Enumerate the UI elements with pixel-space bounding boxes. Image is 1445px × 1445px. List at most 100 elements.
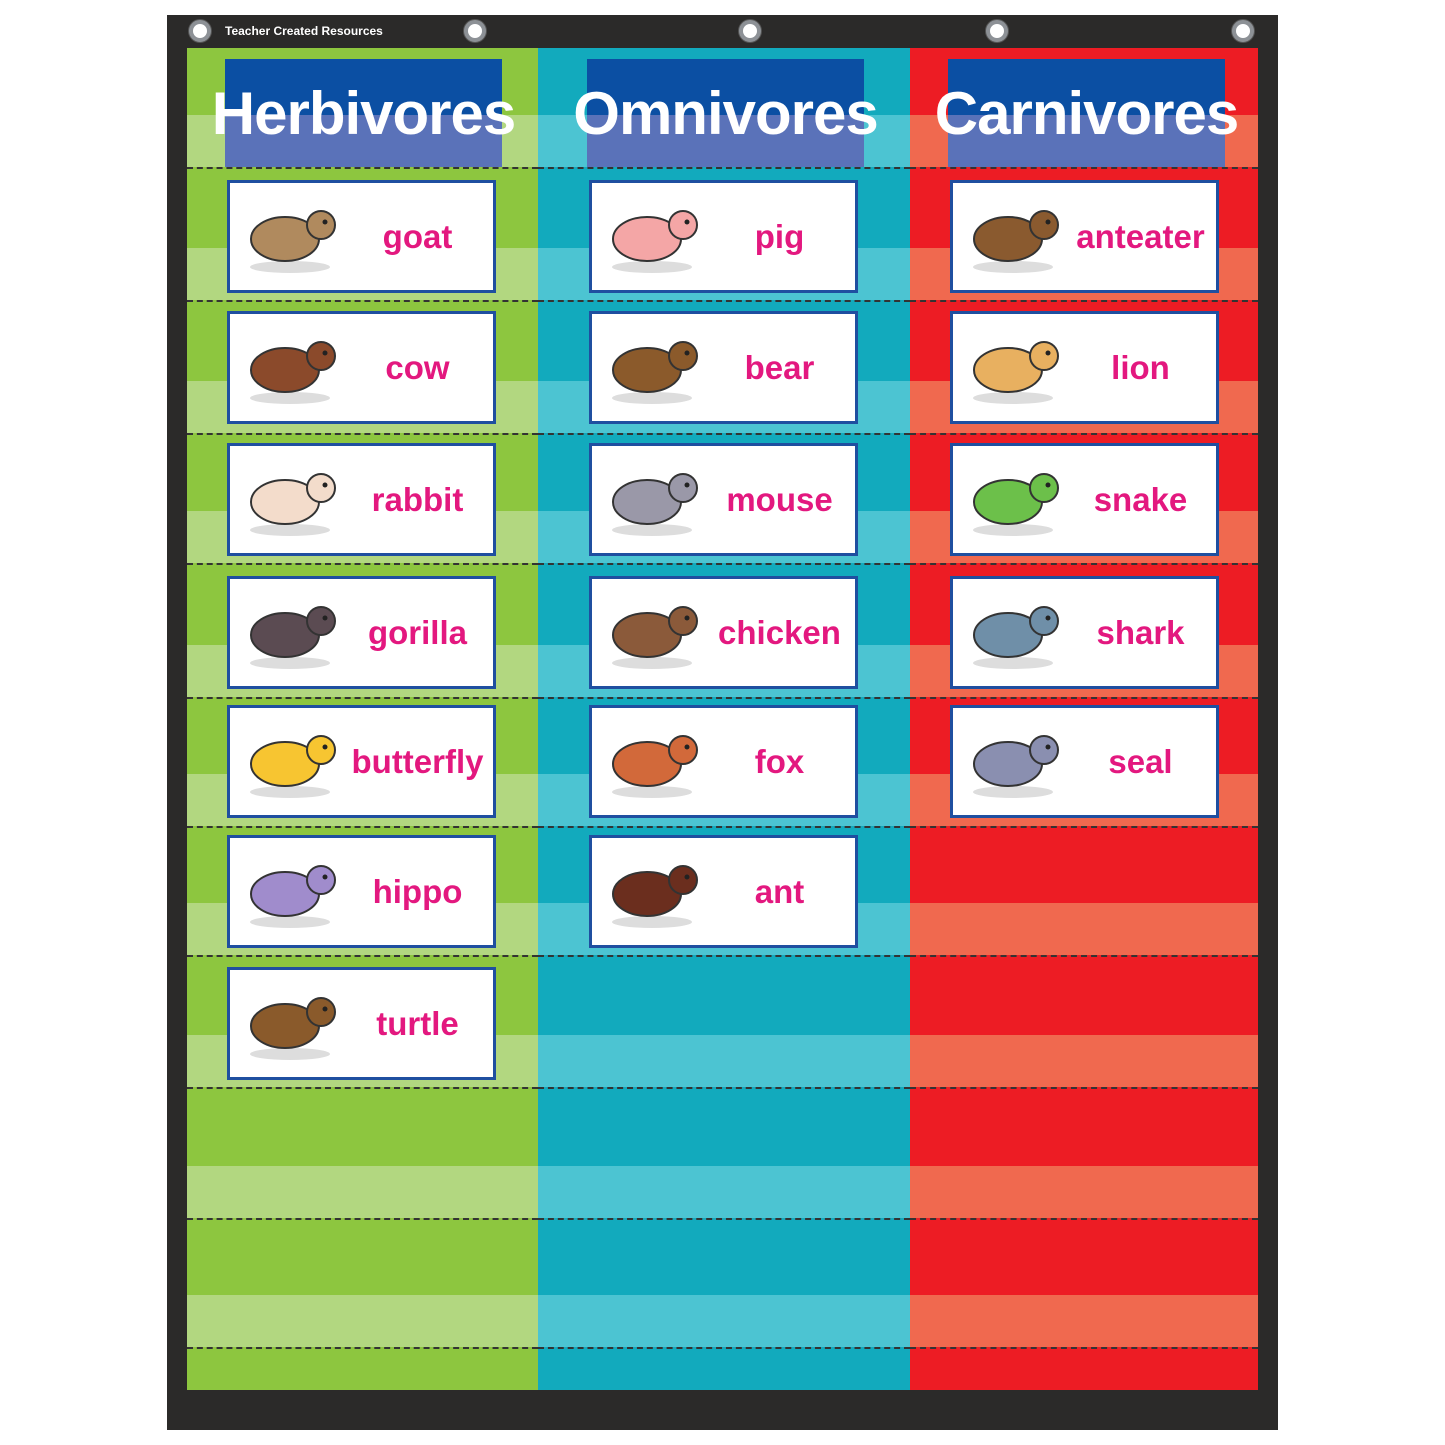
goat-icon bbox=[230, 192, 350, 282]
word-card-pig[interactable]: pig bbox=[589, 180, 858, 293]
pocket-seam bbox=[187, 826, 538, 828]
word-card-mouse[interactable]: mouse bbox=[589, 443, 858, 556]
word-card-ant[interactable]: ant bbox=[589, 835, 858, 948]
pocket-seam bbox=[910, 167, 1258, 169]
grommet bbox=[189, 20, 211, 42]
pocket-seam bbox=[910, 563, 1258, 565]
pocket-band bbox=[910, 1035, 1258, 1087]
grommet bbox=[464, 20, 486, 42]
card-word: gorilla bbox=[367, 613, 468, 651]
pocket-band bbox=[187, 1166, 538, 1218]
chicken-icon bbox=[592, 588, 712, 678]
card-word: turtle bbox=[376, 1004, 459, 1042]
pocket-seam bbox=[187, 1218, 538, 1220]
pocket-seam bbox=[910, 826, 1258, 828]
pocket-seam bbox=[538, 1218, 910, 1220]
pocket-seam bbox=[538, 433, 910, 435]
word-card-lion[interactable]: lion bbox=[950, 311, 1219, 424]
word-card-goat[interactable]: goat bbox=[227, 180, 496, 293]
word-card-butterfly[interactable]: butterfly bbox=[227, 705, 496, 818]
word-card-rabbit[interactable]: rabbit bbox=[227, 443, 496, 556]
word-card-chicken[interactable]: chicken bbox=[589, 576, 858, 689]
pocket-seam bbox=[910, 300, 1258, 302]
card-word: ant bbox=[754, 872, 805, 910]
card-word: chicken bbox=[718, 613, 841, 651]
pocket-seam bbox=[910, 955, 1258, 957]
pocket-seam bbox=[187, 1347, 538, 1349]
pocket-band bbox=[538, 1166, 910, 1218]
card-word: pig bbox=[754, 217, 805, 255]
pocket-seam bbox=[538, 300, 910, 302]
pocket-band bbox=[910, 1166, 1258, 1218]
word-card-cow[interactable]: cow bbox=[227, 311, 496, 424]
card-word: bear bbox=[744, 348, 815, 386]
grommet bbox=[1232, 20, 1254, 42]
pocket-seam bbox=[910, 1218, 1258, 1220]
pocket-seam bbox=[538, 826, 910, 828]
grommet bbox=[986, 20, 1008, 42]
word-card-turtle[interactable]: turtle bbox=[227, 967, 496, 1080]
pocket-seam bbox=[910, 433, 1258, 435]
pocket-band bbox=[187, 1295, 538, 1347]
card-word: fox bbox=[754, 742, 805, 780]
header-card-herbivores[interactable]: Herbivores bbox=[212, 59, 516, 167]
pocket-seam bbox=[187, 955, 538, 957]
pocket-band bbox=[910, 1295, 1258, 1347]
gorilla-icon bbox=[230, 588, 350, 678]
pocket-seam bbox=[538, 955, 910, 957]
header-card-carnivores[interactable]: Carnivores bbox=[935, 59, 1239, 167]
pocket-band bbox=[538, 1035, 910, 1087]
hippo-icon bbox=[230, 847, 350, 937]
card-word: mouse bbox=[726, 480, 833, 518]
pocket-seam bbox=[910, 1087, 1258, 1089]
card-word: shark bbox=[1096, 613, 1185, 651]
snake-icon bbox=[953, 455, 1073, 545]
shark-icon bbox=[953, 588, 1073, 678]
grommet bbox=[739, 20, 761, 42]
pocket-seam bbox=[187, 697, 538, 699]
pocket-seam bbox=[187, 167, 538, 169]
pocket-seam bbox=[187, 1087, 538, 1089]
rabbit-icon bbox=[230, 455, 350, 545]
pocket-seam bbox=[538, 167, 910, 169]
word-card-seal[interactable]: seal bbox=[950, 705, 1219, 818]
pocket-seam bbox=[538, 1087, 910, 1089]
pocket-seam bbox=[187, 563, 538, 565]
word-card-shark[interactable]: shark bbox=[950, 576, 1219, 689]
ant-icon bbox=[592, 847, 712, 937]
card-word: seal bbox=[1108, 742, 1173, 780]
brand-label: Teacher Created Resources bbox=[225, 24, 383, 38]
pocket-band bbox=[910, 903, 1258, 955]
card-word: butterfly bbox=[351, 742, 484, 780]
word-card-fox[interactable]: fox bbox=[589, 705, 858, 818]
pocket-seam bbox=[910, 1347, 1258, 1349]
butterfly-icon bbox=[230, 717, 350, 807]
mouse-icon bbox=[592, 455, 712, 545]
pocket-seam bbox=[538, 697, 910, 699]
card-word: anteater bbox=[1076, 217, 1205, 255]
pocket-seam bbox=[538, 563, 910, 565]
cow-icon bbox=[230, 323, 350, 413]
word-card-gorilla[interactable]: gorilla bbox=[227, 576, 496, 689]
anteater-icon bbox=[953, 192, 1073, 282]
pocket-seam bbox=[910, 697, 1258, 699]
pig-icon bbox=[592, 192, 712, 282]
seal-icon bbox=[953, 717, 1073, 807]
header-card-omnivores[interactable]: Omnivores bbox=[573, 59, 879, 167]
word-card-bear[interactable]: bear bbox=[589, 311, 858, 424]
word-card-anteater[interactable]: anteater bbox=[950, 180, 1219, 293]
bear-icon bbox=[592, 323, 712, 413]
card-word: goat bbox=[382, 217, 453, 255]
card-word: cow bbox=[385, 348, 450, 386]
word-card-snake[interactable]: snake bbox=[950, 443, 1219, 556]
card-word: hippo bbox=[372, 872, 463, 910]
pocket-seam bbox=[538, 1347, 910, 1349]
word-card-hippo[interactable]: hippo bbox=[227, 835, 496, 948]
pocket-band bbox=[538, 1295, 910, 1347]
lion-icon bbox=[953, 323, 1073, 413]
fox-icon bbox=[592, 717, 712, 807]
pocket-seam bbox=[187, 433, 538, 435]
pocket-seam bbox=[187, 300, 538, 302]
card-word: rabbit bbox=[371, 480, 464, 518]
card-word: lion bbox=[1111, 348, 1170, 386]
